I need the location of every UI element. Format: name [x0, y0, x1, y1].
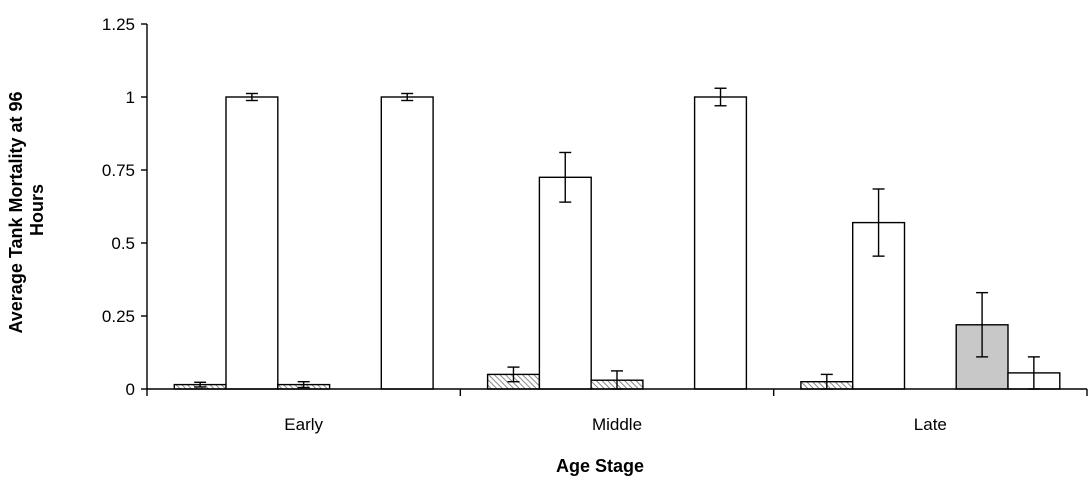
- x-tick-label-middle: Middle: [592, 415, 642, 434]
- y-tick-label: 0.75: [102, 161, 135, 180]
- plot-area: [173, 87, 1061, 390]
- error-bar-late-s2: [872, 188, 885, 257]
- y-tick-label: 0: [126, 380, 135, 399]
- error-bar-early-s2: [245, 92, 258, 102]
- x-tick-label-late: Late: [914, 415, 947, 434]
- error-bar-late-s4: [976, 291, 989, 358]
- error-bar-middle-s5: [714, 87, 727, 107]
- error-bar-early-s5: [401, 92, 414, 102]
- y-tick-label: 0.25: [102, 307, 135, 326]
- y-axis-title-line-1: Average Tank Mortality at 96: [6, 91, 26, 333]
- bar-middle-s2: [538, 176, 592, 390]
- error-bar-middle-s1: [507, 366, 520, 383]
- error-bar-early-s1: [194, 381, 207, 388]
- y-axis-title-line-2: Hours: [27, 184, 47, 236]
- bar-early-s2: [225, 96, 279, 390]
- bar-middle-s5: [693, 96, 748, 390]
- x-tick-label-early: Early: [284, 415, 323, 434]
- bar-early-s5: [380, 96, 434, 390]
- axes: 0 0.25 0.5 0.75 1 1.25 Early Middle Late: [102, 15, 1088, 434]
- y-axis-title: Average Tank Mortality at 96 Hours: [6, 86, 47, 333]
- error-bar-middle-s2: [559, 151, 572, 203]
- error-bar-early-s3: [297, 381, 310, 389]
- y-tick-label: 1: [126, 88, 135, 107]
- y-tick-label: 0.5: [111, 234, 135, 253]
- y-tick-label: 1.25: [102, 15, 135, 34]
- x-axis-title: Age Stage: [556, 456, 644, 476]
